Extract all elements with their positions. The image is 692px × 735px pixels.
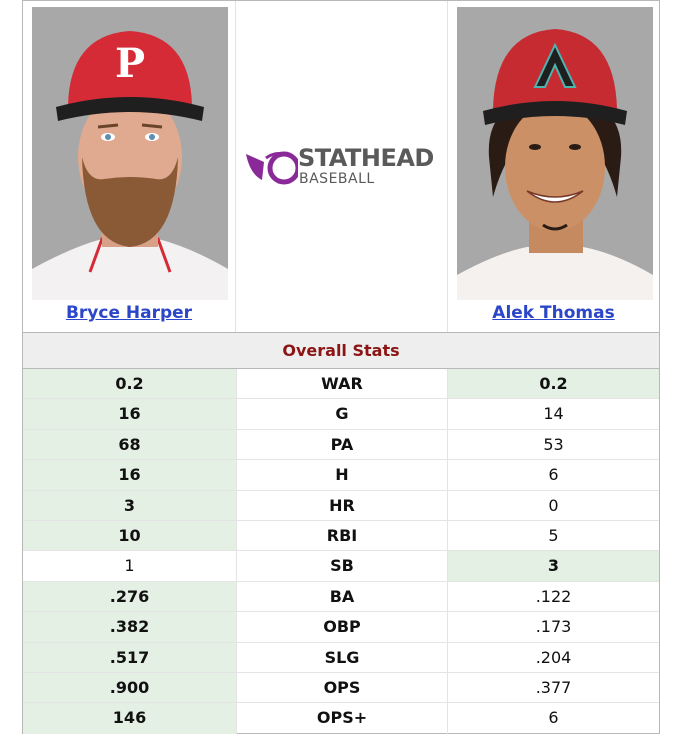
player-link-right[interactable]: Alek Thomas (492, 303, 615, 323)
stat-row-ops-plus: 146 OPS+ 6 (23, 703, 659, 734)
stat-row-hr: 3 HR 0 (23, 490, 659, 521)
stat-label: SB (236, 551, 448, 581)
stat-label: G (236, 399, 448, 429)
stat-row-h: 16 H 6 (23, 460, 659, 491)
stat-value-left: 10 (23, 520, 236, 551)
svg-text:P: P (115, 40, 145, 87)
right-player-column: Alek Thomas (448, 1, 659, 332)
stat-value-right: .173 (535, 617, 572, 637)
stat-row-sb: 1 SB 3 (23, 551, 659, 582)
stat-row-obp: .382 OBP .173 (23, 612, 659, 643)
comparison-card: P Bryce Harper STATHEAD BASEBALL (22, 0, 660, 734)
stat-row-rbi: 10 RBI 5 (23, 520, 659, 552)
stat-label: SLG (236, 642, 448, 672)
stat-value-right: .377 (535, 677, 572, 697)
stat-value-right: 6 (548, 465, 559, 485)
stat-row-g: 16 G 14 (23, 399, 659, 430)
stat-label: WAR (236, 369, 448, 399)
stat-value-right: .122 (535, 586, 572, 606)
stats-table: 0.2 WAR 0.2 16 G 14 68 PA 53 16 H 6 3 HR 0 10 RBI 5 1 SB 3.2… (23, 369, 659, 734)
logo-text-stathead: STATHEAD (298, 144, 434, 172)
stat-value-left: .382 (23, 612, 236, 642)
section-title-overall-stats: Overall Stats (23, 332, 659, 369)
logo-text-baseball: BASEBALL (299, 171, 375, 187)
stat-value-right: .204 (535, 647, 572, 667)
player-header-row: P Bryce Harper STATHEAD BASEBALL (23, 1, 659, 332)
thomas-portrait (457, 7, 653, 300)
stat-label: RBI (236, 520, 448, 551)
stat-value-left: 16 (23, 399, 236, 429)
left-player-column: P Bryce Harper (23, 1, 236, 332)
stat-value-right: 14 (543, 404, 564, 424)
harper-portrait: P (32, 7, 228, 300)
stat-row-pa: 68 PA 53 (23, 429, 659, 461)
stat-row-ops: .900 OPS .377 (23, 672, 659, 704)
stat-value-left: .276 (23, 581, 236, 612)
stat-value-left: .900 (23, 672, 236, 703)
stat-label: OBP (236, 612, 448, 642)
stat-value-left: 68 (23, 429, 236, 460)
stat-row-war: 0.2 WAR 0.2 (23, 369, 659, 400)
stat-value-left: .517 (23, 642, 236, 672)
player-photo-harper[interactable]: P (32, 7, 228, 300)
stat-value-right: 3 (448, 551, 659, 581)
stat-value-right: 0 (548, 495, 559, 515)
stat-value-right: 6 (548, 708, 559, 728)
stathead-logo-icon (246, 151, 298, 185)
stat-label: BA (236, 581, 448, 612)
logo-column: STATHEAD BASEBALL (236, 1, 448, 332)
stathead-logo[interactable]: STATHEAD BASEBALL (244, 144, 444, 190)
stat-value-left: 1 (124, 556, 135, 576)
stat-value-left: 16 (23, 460, 236, 490)
stat-row-slg: .517 SLG .204 (23, 642, 659, 673)
stat-value-right: 5 (548, 525, 559, 545)
stat-label: HR (236, 490, 448, 520)
stat-value-right: 53 (543, 434, 564, 454)
player-link-left[interactable]: Bryce Harper (65, 303, 193, 323)
stat-label: OPS+ (236, 703, 448, 734)
stat-label: H (236, 460, 448, 490)
stat-value-left: 0.2 (23, 369, 236, 399)
stat-row-ba: .276 BA .122 (23, 581, 659, 613)
stat-label: OPS (236, 672, 448, 703)
stat-value-right: 0.2 (448, 369, 659, 399)
stat-label: PA (236, 429, 448, 460)
player-photo-thomas[interactable] (457, 7, 653, 300)
stat-value-left: 3 (23, 490, 236, 520)
stat-value-left: 146 (23, 703, 236, 734)
